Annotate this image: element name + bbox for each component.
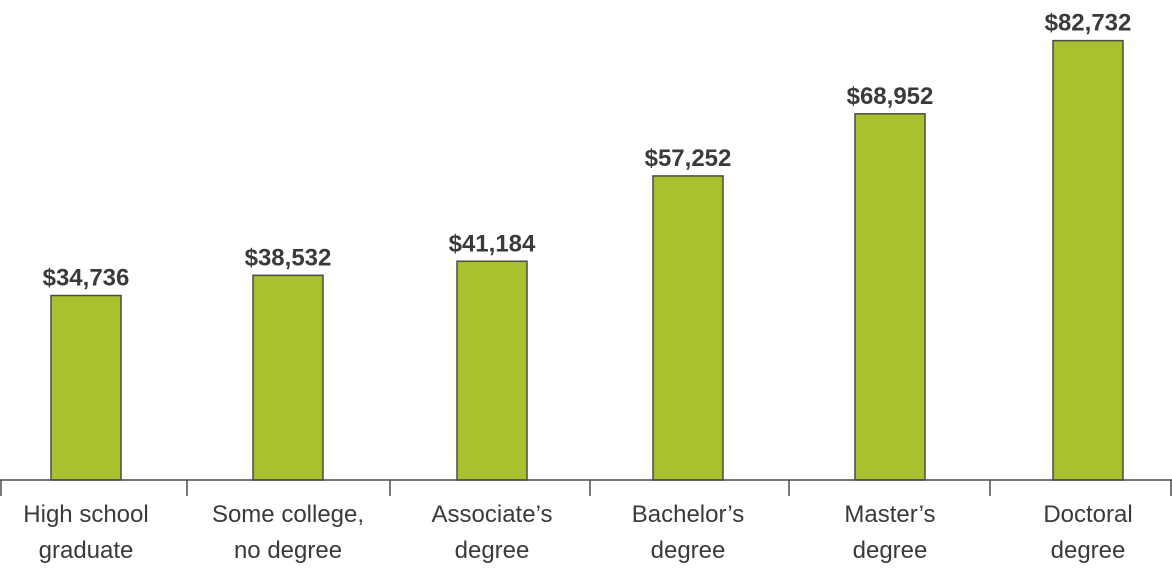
category-label-0: High school graduate <box>23 501 148 564</box>
bar-3 <box>652 175 724 481</box>
value-label-1: $38,532 <box>245 244 332 271</box>
value-labels-group: $34,736 $38,532 $41,184 $57,252 $68,952 $82,7… <box>43 10 1132 292</box>
category-label-3-line-1: degree <box>651 537 726 564</box>
value-label-3: $57,252 <box>645 145 732 172</box>
category-label-5: Doctoral degree <box>1043 501 1132 564</box>
value-label-2: $41,184 <box>449 230 536 257</box>
category-label-0-line-1: graduate <box>39 537 134 564</box>
category-label-2: Associate’s degree <box>432 501 553 564</box>
bar-5 <box>1052 39 1124 481</box>
category-label-0-line-0: High school <box>23 501 148 528</box>
category-label-5-line-1: degree <box>1051 537 1126 564</box>
category-label-3: Bachelor’s degree <box>632 501 745 564</box>
bar-4 <box>854 113 926 481</box>
category-label-5-line-0: Doctoral <box>1043 501 1132 528</box>
category-label-1-line-1: no degree <box>234 537 342 564</box>
bar-0 <box>50 294 122 481</box>
category-label-2-line-0: Associate’s <box>432 501 553 528</box>
category-label-4-line-1: degree <box>853 537 928 564</box>
bar-1 <box>252 274 324 481</box>
category-label-1-line-0: Some college, <box>212 501 364 528</box>
category-label-4-line-0: Master’s <box>844 501 935 528</box>
value-label-4: $68,952 <box>847 83 934 110</box>
category-label-4: Master’s degree <box>844 501 935 564</box>
category-label-2-line-1: degree <box>455 537 530 564</box>
value-label-5: $82,732 <box>1045 10 1132 37</box>
bars-group <box>50 39 1124 481</box>
value-label-0: $34,736 <box>43 265 130 292</box>
category-label-1: Some college, no degree <box>212 501 364 564</box>
x-axis-ticks-group <box>0 480 1172 496</box>
category-label-3-line-0: Bachelor’s <box>632 501 745 528</box>
bar-2 <box>456 260 528 481</box>
category-labels-group: High school graduate Some college, no degre… <box>23 501 1132 564</box>
